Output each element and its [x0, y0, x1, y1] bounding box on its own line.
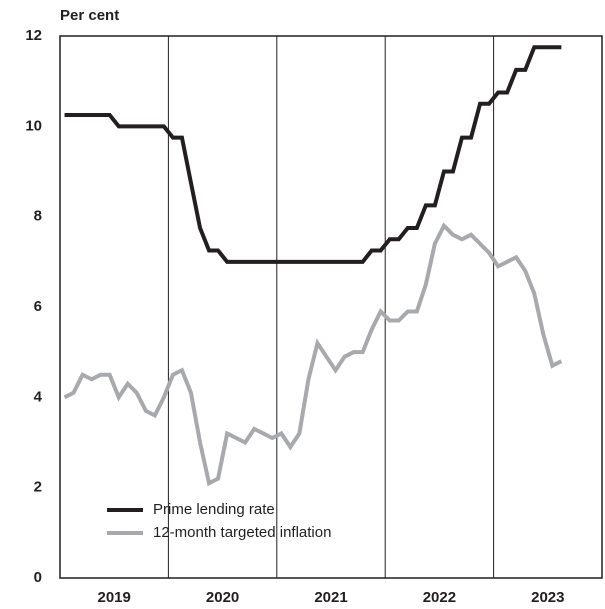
y-tick-label: 6	[34, 298, 42, 315]
y-axis-label: Per cent	[60, 7, 119, 24]
y-tick-label: 8	[34, 208, 42, 225]
y-tick-label: 2	[34, 479, 42, 496]
x-tick-label: 2019	[98, 589, 131, 606]
y-tick-label: 4	[34, 388, 43, 405]
legend-label: 12-month targeted inflation	[153, 524, 331, 541]
y-tick-label: 10	[25, 117, 42, 134]
y-tick-label: 12	[25, 27, 42, 44]
series-line	[63, 222, 563, 487]
series-line	[64, 45, 562, 264]
plot-frame	[59, 35, 603, 579]
legend-label: Prime lending rate	[153, 501, 275, 518]
x-tick-label: 2022	[423, 589, 456, 606]
x-tick-label: 2021	[314, 589, 347, 606]
x-tick-label: 2020	[206, 589, 239, 606]
y-tick-label: 0	[34, 569, 42, 586]
x-tick-label: 2023	[531, 589, 564, 606]
